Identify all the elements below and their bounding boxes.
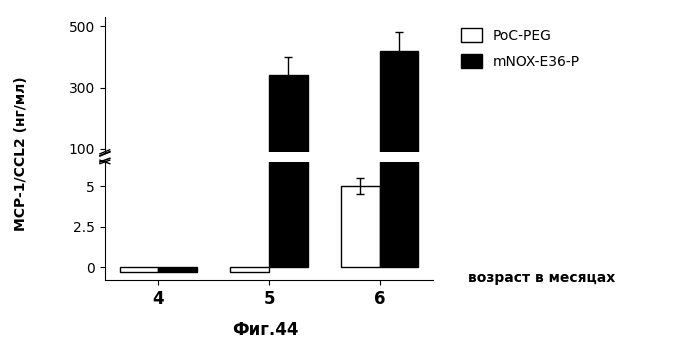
Legend: PoC-PEG, mNOX-E36-P: PoC-PEG, mNOX-E36-P bbox=[456, 24, 584, 73]
Bar bbox=[380, 0, 419, 267]
Bar bbox=[159, 267, 197, 272]
Bar bbox=[120, 267, 159, 272]
Bar bbox=[341, 186, 380, 267]
Bar bbox=[269, 75, 308, 179]
Bar bbox=[380, 51, 419, 179]
Text: Фиг.44: Фиг.44 bbox=[232, 321, 299, 339]
Text: возраст в месяцах: возраст в месяцах bbox=[468, 271, 616, 285]
Text: MCP-1/CCL2 (нг/мл): MCP-1/CCL2 (нг/мл) bbox=[14, 77, 28, 231]
Bar bbox=[341, 178, 380, 179]
Bar bbox=[269, 0, 308, 267]
Bar bbox=[231, 267, 269, 272]
